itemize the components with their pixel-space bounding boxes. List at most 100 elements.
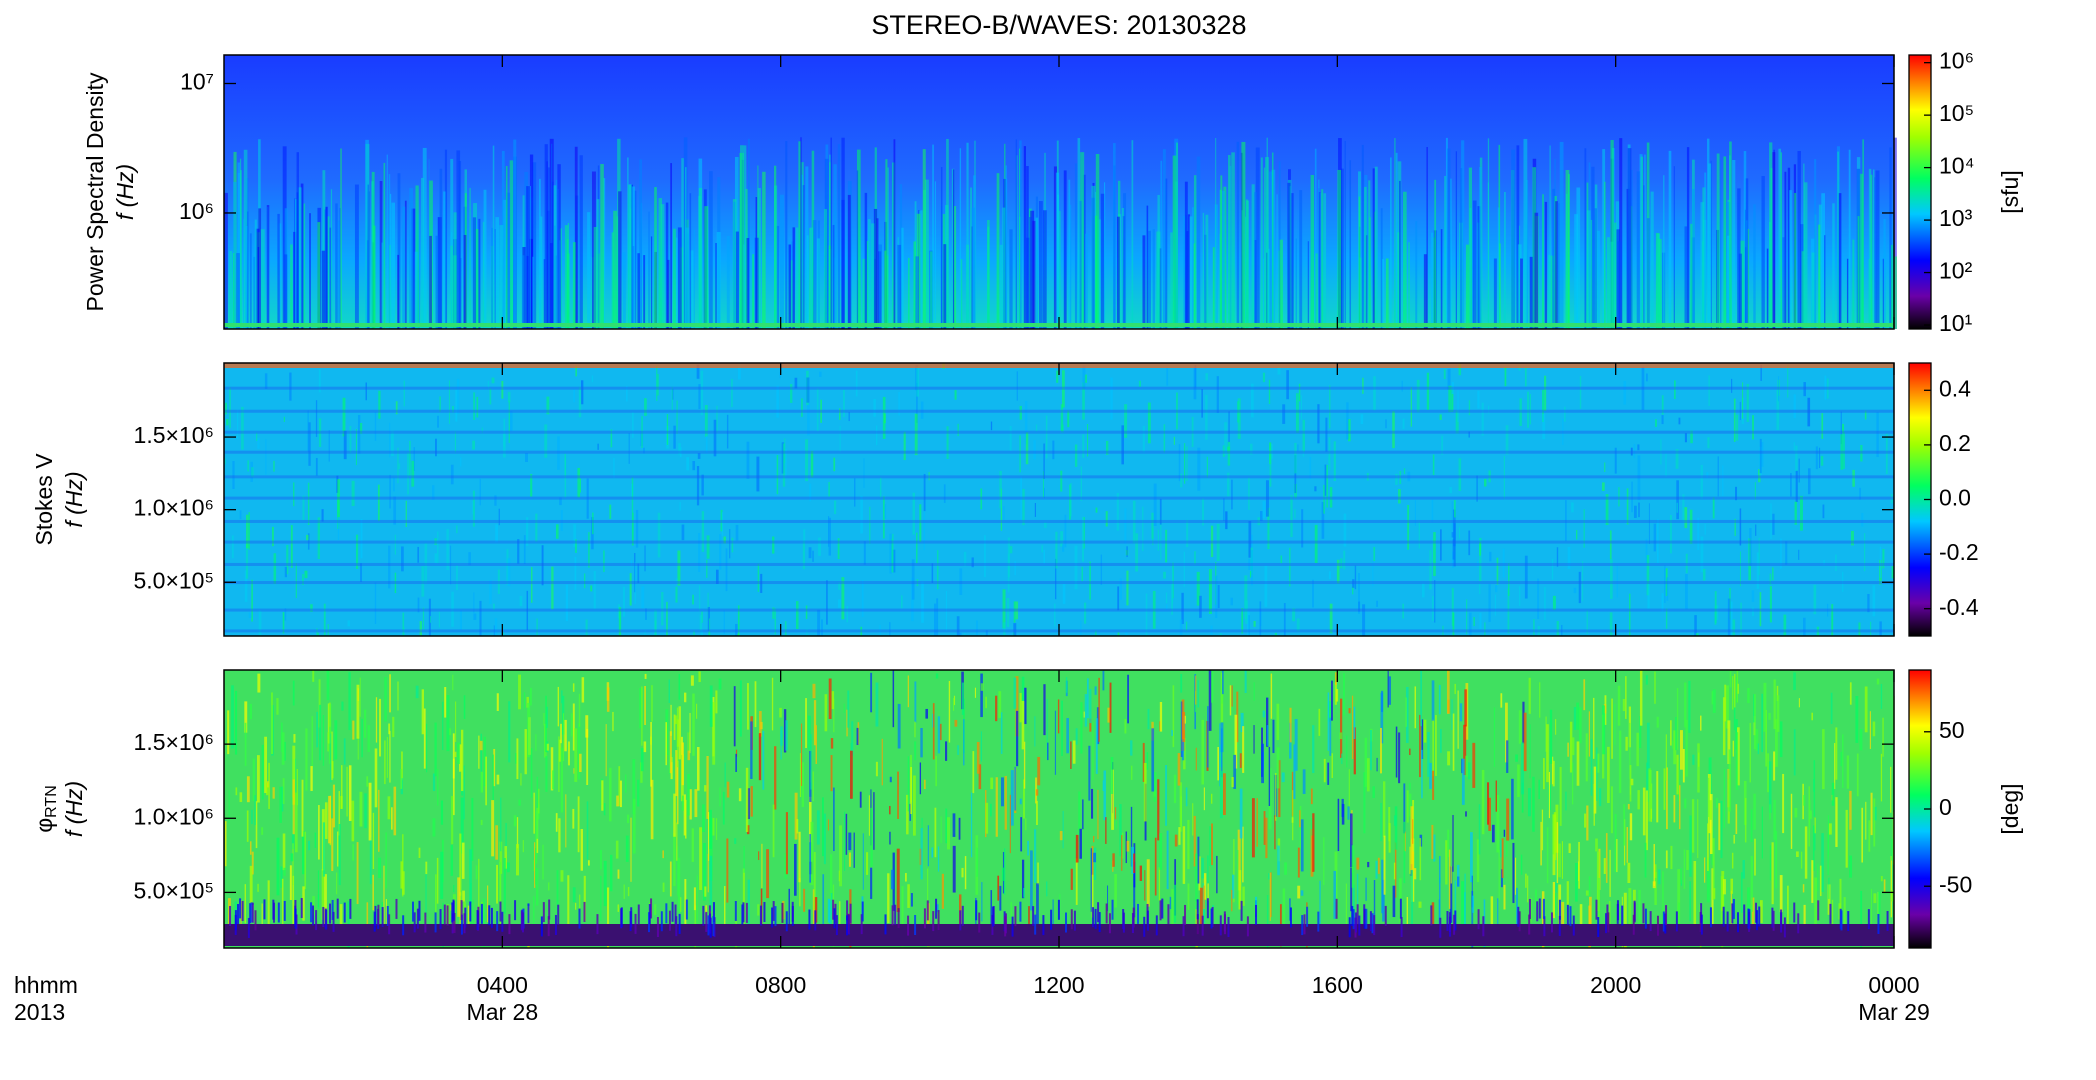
texture bbox=[495, 217, 500, 329]
texture bbox=[941, 873, 945, 909]
texture bbox=[246, 776, 250, 803]
texture bbox=[729, 529, 731, 559]
texture bbox=[347, 620, 350, 627]
texture bbox=[1527, 875, 1529, 903]
texture bbox=[1303, 914, 1306, 935]
x-tick-label: 0400 bbox=[477, 972, 528, 998]
texture bbox=[616, 795, 619, 807]
texture bbox=[1642, 903, 1645, 924]
texture bbox=[491, 377, 495, 384]
texture bbox=[626, 386, 628, 402]
texture bbox=[713, 419, 717, 457]
texture bbox=[1813, 584, 1817, 615]
texture bbox=[1644, 154, 1646, 329]
texture bbox=[580, 829, 583, 871]
texture bbox=[1653, 844, 1655, 887]
texture bbox=[1165, 178, 1168, 329]
texture bbox=[1292, 608, 1296, 622]
texture bbox=[637, 563, 640, 584]
texture bbox=[1163, 424, 1166, 453]
texture bbox=[743, 145, 747, 329]
texture bbox=[496, 864, 499, 904]
texture bbox=[1348, 769, 1350, 820]
texture bbox=[495, 524, 499, 543]
texture bbox=[1333, 870, 1337, 919]
texture bbox=[762, 171, 766, 329]
texture bbox=[1740, 240, 1745, 329]
texture bbox=[1195, 853, 1198, 910]
texture bbox=[1393, 815, 1397, 826]
texture bbox=[1669, 515, 1672, 554]
texture bbox=[901, 886, 904, 947]
texture bbox=[1847, 911, 1850, 932]
texture bbox=[644, 545, 646, 572]
texture bbox=[1160, 160, 1163, 329]
texture bbox=[972, 751, 975, 794]
texture bbox=[1187, 819, 1190, 870]
texture bbox=[379, 181, 383, 329]
texture bbox=[587, 860, 590, 866]
texture bbox=[331, 899, 334, 920]
texture bbox=[1515, 857, 1517, 895]
texture bbox=[1654, 872, 1657, 905]
texture bbox=[1207, 883, 1209, 901]
texture bbox=[419, 621, 423, 636]
texture bbox=[1132, 500, 1136, 544]
texture bbox=[1735, 732, 1739, 790]
texture bbox=[1545, 716, 1547, 752]
texture bbox=[1658, 869, 1661, 885]
texture bbox=[398, 463, 401, 470]
texture bbox=[1789, 190, 1792, 329]
texture bbox=[249, 865, 253, 904]
texture bbox=[251, 579, 253, 622]
texture bbox=[1709, 800, 1712, 820]
texture bbox=[1676, 688, 1679, 750]
texture bbox=[1077, 138, 1081, 329]
texture bbox=[1728, 749, 1732, 812]
texture bbox=[639, 688, 642, 729]
texture bbox=[1408, 242, 1410, 329]
texture bbox=[954, 206, 957, 329]
texture bbox=[295, 562, 297, 599]
colorbar-tick-label: -0.4 bbox=[1939, 594, 1979, 620]
texture bbox=[505, 166, 508, 329]
texture bbox=[421, 566, 425, 597]
texture bbox=[738, 788, 742, 802]
texture bbox=[794, 792, 798, 840]
texture bbox=[698, 671, 701, 683]
texture bbox=[809, 227, 814, 329]
texture bbox=[1496, 794, 1500, 853]
texture bbox=[526, 186, 530, 329]
texture bbox=[1282, 404, 1286, 424]
texture bbox=[1385, 258, 1389, 329]
texture bbox=[224, 409, 1894, 413]
texture bbox=[622, 252, 626, 329]
texture bbox=[1606, 237, 1610, 329]
texture bbox=[916, 382, 918, 423]
texture bbox=[1093, 852, 1097, 863]
texture bbox=[1559, 141, 1564, 329]
texture bbox=[301, 574, 304, 585]
texture bbox=[1639, 670, 1643, 726]
texture bbox=[277, 213, 280, 329]
texture bbox=[452, 674, 454, 691]
texture bbox=[1046, 881, 1048, 897]
texture bbox=[921, 817, 923, 830]
texture bbox=[677, 227, 682, 329]
texture bbox=[1057, 899, 1060, 920]
texture bbox=[1732, 675, 1734, 710]
texture bbox=[805, 698, 807, 749]
texture bbox=[1014, 561, 1016, 576]
texture bbox=[1646, 722, 1650, 769]
texture bbox=[701, 474, 704, 496]
texture bbox=[1840, 411, 1842, 445]
texture bbox=[1053, 603, 1056, 627]
texture bbox=[660, 911, 663, 932]
texture bbox=[882, 496, 885, 539]
texture bbox=[307, 533, 310, 550]
texture bbox=[1294, 455, 1297, 494]
texture bbox=[281, 878, 284, 940]
texture bbox=[304, 570, 308, 579]
texture bbox=[648, 211, 650, 329]
texture bbox=[1542, 413, 1546, 440]
